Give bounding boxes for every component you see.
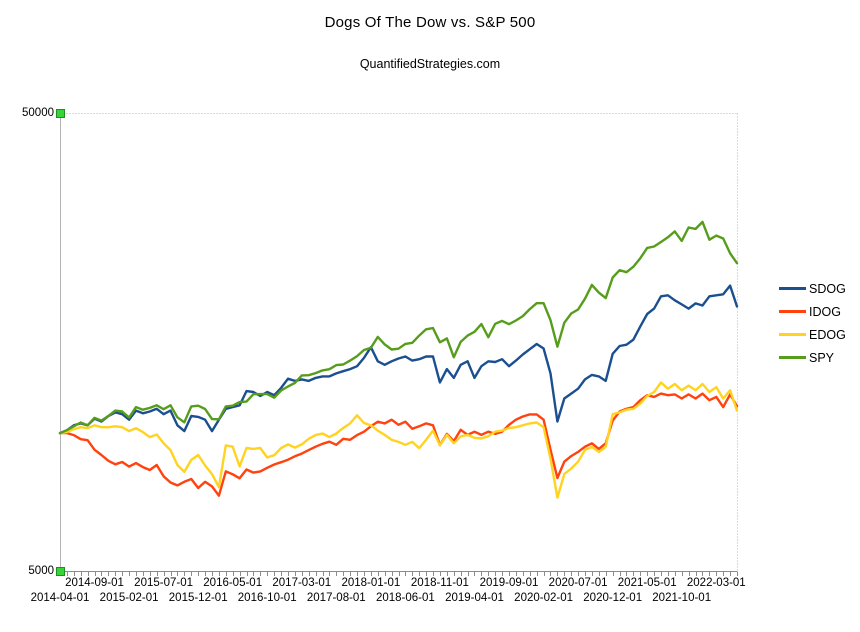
series-line-edog [58, 381, 739, 499]
axis-selection-handle-top[interactable] [56, 109, 65, 118]
legend-item-spy: SPY [779, 346, 846, 369]
x-tick-label: 2017-03-01 [272, 577, 332, 589]
legend-swatch-idog [779, 310, 806, 313]
series-line-spy [58, 220, 739, 435]
x-tick-label: 2016-10-01 [237, 592, 297, 604]
axis-selection-handle-bottom[interactable] [56, 567, 65, 576]
x-tick-label: 2020-12-01 [583, 592, 643, 604]
x-tick-label: 2020-02-01 [514, 592, 574, 604]
legend: SDOG IDOG EDOG SPY [779, 277, 846, 369]
x-tick-label: 2015-02-01 [99, 592, 159, 604]
x-tick-label: 2022-03-01 [686, 577, 746, 589]
x-tick-label: 2016-05-01 [203, 577, 263, 589]
chart-subtitle: QuantifiedStrategies.com [359, 57, 501, 71]
legend-label: EDOG [809, 327, 846, 342]
legend-item-idog: IDOG [779, 300, 846, 323]
x-tick-label: 2019-09-01 [479, 577, 539, 589]
x-tick-label: 2017-08-01 [306, 592, 366, 604]
legend-label: SPY [809, 350, 835, 365]
legend-swatch-edog [779, 333, 806, 336]
legend-swatch-sdog [779, 287, 806, 290]
x-tick-label: 2021-10-01 [652, 592, 712, 604]
x-tick-label: 2015-07-01 [134, 577, 194, 589]
x-tick-label: 2020-07-01 [548, 577, 608, 589]
x-tick-label: 2018-06-01 [375, 592, 435, 604]
legend-item-edog: EDOG [779, 323, 846, 346]
legend-item-sdog: SDOG [779, 277, 846, 300]
y-axis-label-max: 50000 [22, 107, 54, 119]
x-tick-label: 2018-01-01 [341, 577, 401, 589]
legend-label: SDOG [809, 281, 846, 296]
x-tick-label: 2021-05-01 [617, 577, 677, 589]
x-tick-label: 2019-04-01 [445, 592, 504, 604]
legend-label: IDOG [809, 304, 841, 319]
chart-title: Dogs Of The Dow vs. S&P 500 [324, 14, 536, 31]
x-tick-label: 2014-09-01 [65, 577, 124, 589]
x-tick-label: 2018-11-01 [410, 577, 469, 589]
y-axis-label-min: 5000 [28, 565, 54, 577]
legend-swatch-spy [779, 356, 806, 359]
series-line-sdog [58, 284, 739, 435]
x-tick-label: 2014-04-01 [30, 592, 90, 604]
x-tick-label: 2015-12-01 [168, 592, 228, 604]
